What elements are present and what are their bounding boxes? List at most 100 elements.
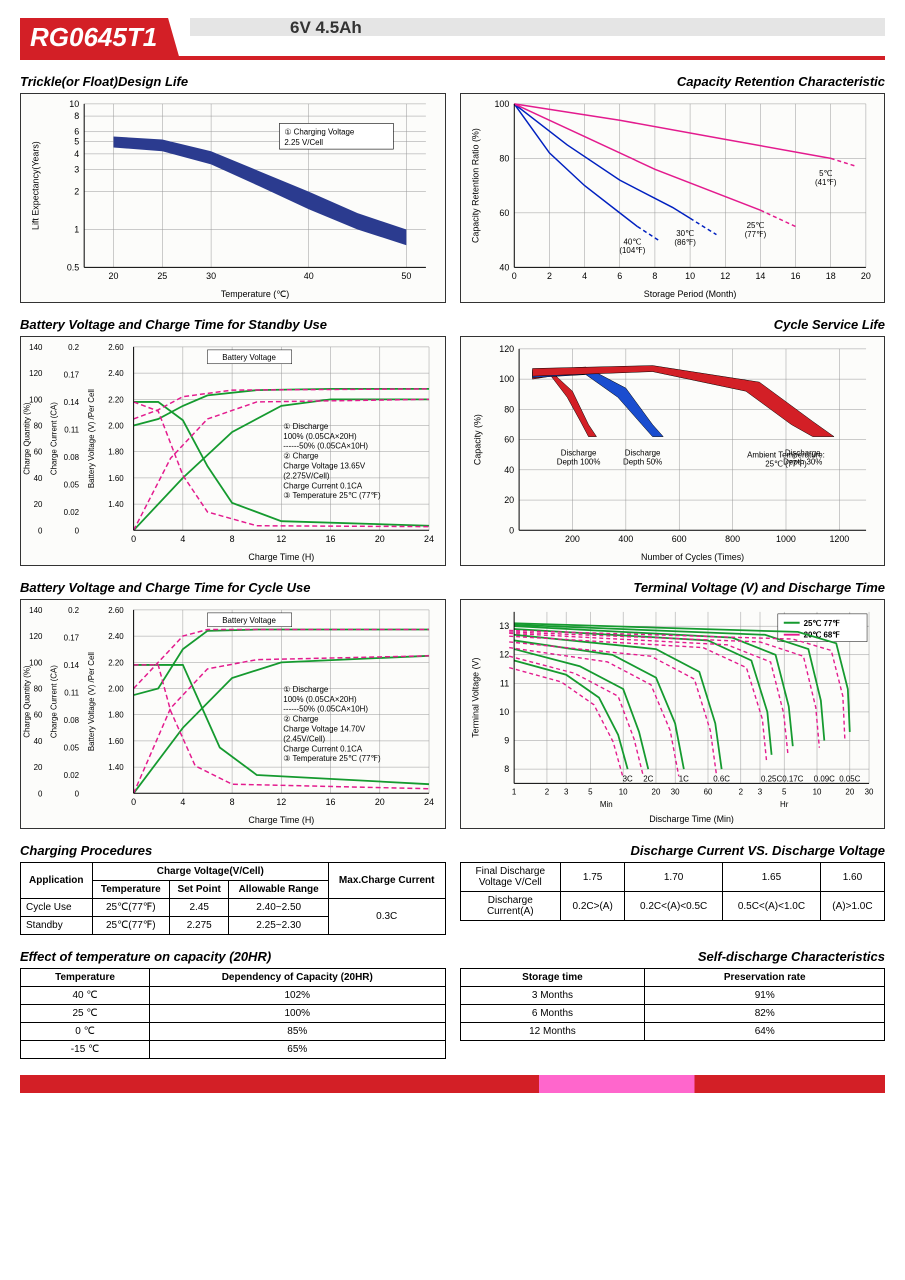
svg-text:Ambient Temperature:: Ambient Temperature: <box>747 451 825 460</box>
svg-text:0: 0 <box>38 526 43 535</box>
svg-text:80: 80 <box>504 404 514 414</box>
svg-text:5: 5 <box>781 787 786 796</box>
chart5-title: Battery Voltage and Charge Time for Cycl… <box>20 580 446 595</box>
svg-text:Capacity (%): Capacity (%) <box>472 414 482 465</box>
svg-text:0.05: 0.05 <box>64 743 80 752</box>
svg-text:10: 10 <box>618 787 627 796</box>
svg-text:20: 20 <box>860 271 870 281</box>
svg-text:------50% (0.05CA×10H): ------50% (0.05CA×10H) <box>283 442 368 451</box>
svg-text:Charge Current (CA): Charge Current (CA) <box>49 665 58 738</box>
svg-text:80: 80 <box>499 153 509 163</box>
svg-text:① Charging Voltage: ① Charging Voltage <box>284 127 355 136</box>
svg-text:2.20: 2.20 <box>108 395 124 404</box>
svg-text:Charge Time (H): Charge Time (H) <box>248 815 314 825</box>
svg-text:Charge Current (CA): Charge Current (CA) <box>49 402 58 475</box>
chart2-title: Capacity Retention Characteristic <box>460 74 886 89</box>
chart4: 20040060080010001200020406080100120Disch… <box>460 336 886 566</box>
svg-text:20: 20 <box>845 787 854 796</box>
svg-text:(41℉): (41℉) <box>814 178 836 187</box>
svg-text:18: 18 <box>825 271 835 281</box>
svg-text:6: 6 <box>74 127 79 137</box>
temp-cap-title: Effect of temperature on capacity (20HR) <box>20 949 446 964</box>
svg-text:24: 24 <box>424 797 434 807</box>
svg-text:120: 120 <box>29 369 43 378</box>
svg-text:60: 60 <box>504 435 514 445</box>
svg-text:100: 100 <box>499 374 514 384</box>
svg-text:8: 8 <box>74 111 79 121</box>
svg-text:0.11: 0.11 <box>64 425 79 434</box>
table-row: -15 ℃65% <box>21 1041 446 1059</box>
svg-text:140: 140 <box>29 343 43 352</box>
disch-vs-title: Discharge Current VS. Discharge Voltage <box>460 843 886 858</box>
svg-text:30: 30 <box>206 271 216 281</box>
svg-text:① Discharge: ① Discharge <box>283 685 329 694</box>
svg-text:40: 40 <box>304 271 314 281</box>
svg-text:0.25C: 0.25C <box>761 774 782 783</box>
svg-text:Charge Voltage 13.65V: Charge Voltage 13.65V <box>283 462 366 471</box>
svg-text:400: 400 <box>618 534 633 544</box>
svg-text:80: 80 <box>34 421 43 430</box>
svg-text:40: 40 <box>504 465 514 475</box>
svg-text:③ Temperature 25℃ (77℉): ③ Temperature 25℃ (77℉) <box>283 491 381 500</box>
charging-proc-title: Charging Procedures <box>20 843 446 858</box>
svg-text:0: 0 <box>75 789 80 798</box>
svg-text:0.11: 0.11 <box>64 688 79 697</box>
header: 6V 4.5Ah RG0645T1 <box>20 18 885 60</box>
svg-text:2.00: 2.00 <box>108 684 124 693</box>
svg-text:10: 10 <box>69 99 79 109</box>
svg-text:0.08: 0.08 <box>64 716 80 725</box>
svg-text:6: 6 <box>617 271 622 281</box>
svg-text:3: 3 <box>563 787 568 796</box>
chart1-title: Trickle(or Float)Design Life <box>20 74 446 89</box>
svg-text:600: 600 <box>671 534 686 544</box>
table-row: 0 ℃85% <box>21 1023 446 1041</box>
chart5: 0481216202402040608010012014000.020.050.… <box>20 599 446 829</box>
svg-text:8: 8 <box>652 271 657 281</box>
temp-cap-table: TemperatureDependency of Capacity (20HR)… <box>20 968 446 1059</box>
svg-text:12: 12 <box>720 271 730 281</box>
svg-text:16: 16 <box>790 271 800 281</box>
svg-text:Charge Current 0.1CA: Charge Current 0.1CA <box>283 481 363 490</box>
svg-text:30℃: 30℃ <box>676 229 694 238</box>
svg-text:② Charge: ② Charge <box>283 452 319 461</box>
svg-text:2: 2 <box>738 787 742 796</box>
svg-text:Hr: Hr <box>780 800 789 809</box>
svg-text:Discharge: Discharge <box>624 448 660 457</box>
svg-text:Discharge Time (Min): Discharge Time (Min) <box>649 814 734 824</box>
svg-text:11: 11 <box>499 678 508 688</box>
svg-text:12: 12 <box>276 797 286 807</box>
svg-text:(104℉): (104℉) <box>619 246 645 255</box>
svg-text:Discharge: Discharge <box>560 448 596 457</box>
svg-text:5℃: 5℃ <box>819 169 832 178</box>
svg-text:8: 8 <box>230 534 235 544</box>
svg-text:2.40: 2.40 <box>108 632 124 641</box>
svg-text:800: 800 <box>725 534 740 544</box>
svg-text:25℃ 77℉: 25℃ 77℉ <box>803 619 840 628</box>
svg-text:20: 20 <box>34 500 43 509</box>
svg-text:1.60: 1.60 <box>108 474 124 483</box>
svg-text:0: 0 <box>131 797 136 807</box>
svg-text:0: 0 <box>509 525 514 535</box>
svg-text:20: 20 <box>34 763 43 772</box>
svg-text:0.17C: 0.17C <box>782 774 803 783</box>
svg-text:Battery Voltage (V) /Per Cell: Battery Voltage (V) /Per Cell <box>87 389 96 488</box>
svg-text:Number of Cycles (Times): Number of Cycles (Times) <box>641 552 744 562</box>
svg-text:0.02: 0.02 <box>64 771 79 780</box>
svg-text:12: 12 <box>499 650 509 660</box>
svg-text:0.14: 0.14 <box>64 661 80 670</box>
svg-text:16: 16 <box>326 797 336 807</box>
svg-text:0.17: 0.17 <box>64 370 79 379</box>
svg-text:(86℉): (86℉) <box>674 238 696 247</box>
svg-text:1.40: 1.40 <box>108 763 124 772</box>
svg-text:③ Temperature 25℃ (77℉): ③ Temperature 25℃ (77℉) <box>283 754 381 763</box>
chart2: 0246810121416182040608010040℃(104℉)30℃(8… <box>460 93 886 303</box>
svg-text:0.05C: 0.05C <box>839 774 860 783</box>
table-row: 25 ℃100% <box>21 1005 446 1023</box>
svg-text:2.60: 2.60 <box>108 343 124 352</box>
svg-text:1000: 1000 <box>776 534 796 544</box>
svg-text:20: 20 <box>375 797 385 807</box>
svg-text:Depth 100%: Depth 100% <box>556 457 600 466</box>
chart3-title: Battery Voltage and Charge Time for Stan… <box>20 317 446 332</box>
model-text: RG0645T1 <box>30 22 157 52</box>
svg-text:① Discharge: ① Discharge <box>283 422 329 431</box>
